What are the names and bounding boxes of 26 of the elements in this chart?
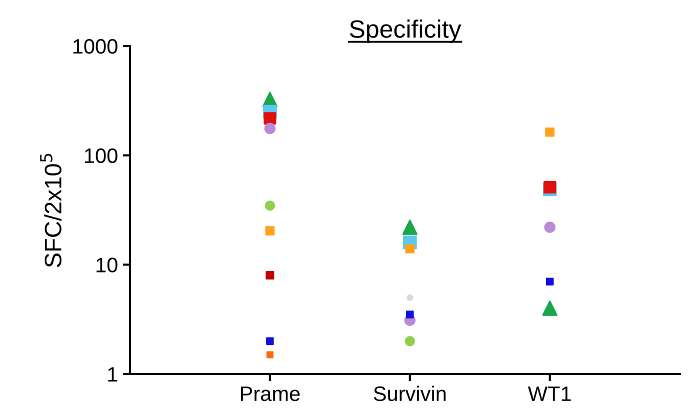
y-tick-label: 1	[108, 367, 118, 382]
point	[264, 200, 276, 211]
chart-title: Specificity	[350, 20, 462, 43]
point	[406, 310, 414, 318]
point	[266, 337, 274, 345]
x-tick-label: Survivin	[374, 386, 446, 402]
point	[405, 244, 415, 254]
x-tick-label: Prame	[240, 386, 300, 402]
point	[264, 122, 276, 134]
y-tick-label: 10	[96, 258, 118, 272]
y-tick-label: 100	[85, 148, 118, 164]
point	[265, 226, 275, 236]
point	[264, 112, 276, 125]
point	[406, 294, 414, 301]
point	[546, 278, 554, 286]
point	[544, 222, 556, 233]
point	[402, 220, 418, 235]
point	[542, 300, 558, 316]
x-tick-label: WT1	[528, 386, 571, 401]
point	[545, 127, 555, 137]
y-axis-title: SFC/2x10$^{5}$	[40, 154, 62, 268]
y-tick-label: 1000	[73, 39, 118, 54]
point	[404, 336, 416, 346]
point	[266, 351, 274, 358]
point	[544, 181, 556, 194]
point	[266, 271, 274, 280]
